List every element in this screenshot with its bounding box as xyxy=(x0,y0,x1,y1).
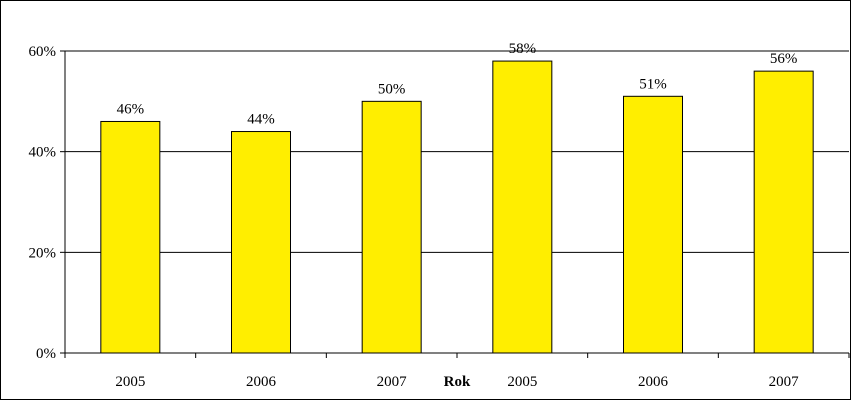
x-tick-label: 2005 xyxy=(507,374,537,390)
x-tick-label: 2006 xyxy=(246,374,277,390)
bar xyxy=(493,61,552,353)
y-tick-label: 60% xyxy=(29,44,57,60)
data-label: 56% xyxy=(770,51,798,67)
x-axis-title: Rok xyxy=(444,374,471,390)
y-tick-label: 40% xyxy=(29,145,57,161)
y-tick-label: 20% xyxy=(29,245,57,261)
x-tick-label: 2005 xyxy=(115,374,145,390)
bar xyxy=(624,96,683,353)
x-tick-label: 2007 xyxy=(769,374,800,390)
x-tick-label: 2007 xyxy=(377,374,408,390)
data-label: 58% xyxy=(509,41,537,57)
bar xyxy=(232,132,291,353)
data-label: 50% xyxy=(378,81,406,97)
data-label: 51% xyxy=(639,76,667,92)
bar xyxy=(754,71,813,353)
bars xyxy=(101,61,813,353)
bar xyxy=(101,121,160,353)
data-label: 46% xyxy=(117,101,145,117)
axes xyxy=(60,51,849,358)
x-tick-label: 2006 xyxy=(638,374,669,390)
data-label: 44% xyxy=(247,112,275,128)
y-tick-label: 0% xyxy=(36,346,56,362)
gridlines xyxy=(65,51,849,252)
bar xyxy=(362,101,421,353)
